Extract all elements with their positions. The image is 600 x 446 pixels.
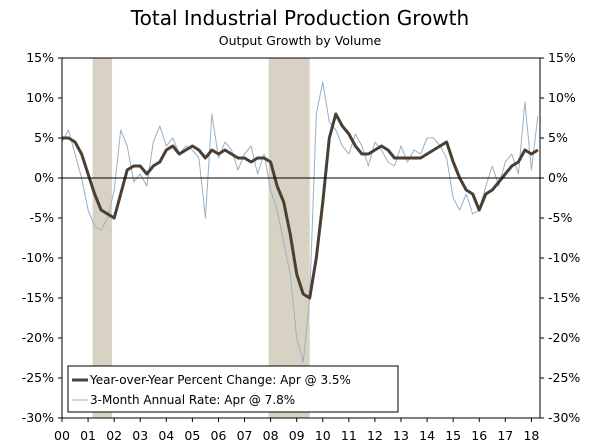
y-tick-label-left: 5% (34, 130, 54, 145)
y-tick-label-left: -15% (22, 290, 54, 305)
y-tick-label-right: -30% (548, 410, 580, 425)
x-tick-label: 11 (341, 428, 357, 443)
y-tick-label-right: 10% (548, 90, 576, 105)
chart-title: Total Industrial Production Growth (130, 6, 470, 30)
series-line-yoy (62, 112, 539, 300)
y-tick-label-right: -25% (548, 370, 580, 385)
x-tick-label: 08 (263, 428, 279, 443)
y-tick-label-right: -20% (548, 330, 580, 345)
y-tick-label-left: -25% (22, 370, 54, 385)
series-line-3m (61, 81, 539, 363)
x-tick-label: 12 (367, 428, 383, 443)
y-tick-label-left: 0% (34, 170, 54, 185)
legend-label-3m: 3-Month Annual Rate: Apr @ 7.8% (90, 393, 295, 407)
plot-frame (61, 57, 541, 419)
y-tick-label-left: 10% (26, 90, 54, 105)
y-tick-label-left: -10% (22, 250, 54, 265)
x-tick-label: 03 (132, 428, 148, 443)
y-tick-label-right: -5% (548, 210, 572, 225)
series-group (61, 81, 539, 363)
recession-band-1 (268, 58, 310, 418)
x-tick-label: 09 (289, 428, 305, 443)
x-tick-label: 13 (393, 428, 409, 443)
y-axis-left: 15% 10% 5% 0% -5% -10% -15% -20% -25% -30% (22, 50, 62, 425)
y-tick-label-left: -20% (22, 330, 54, 345)
x-tick-label: 01 (80, 428, 96, 443)
x-tick-label: 07 (237, 428, 253, 443)
x-tick-label: 00 (54, 428, 70, 443)
recession-band-0 (92, 58, 113, 418)
x-tick-label: 14 (419, 428, 435, 443)
y-tick-label-right: 0% (548, 170, 568, 185)
y-axis-right: 15% 10% 5% 0% -5% -10% -15% -20% -25% -30% (540, 50, 580, 425)
y-tick-label-right: 5% (548, 130, 568, 145)
x-tick-label: 10 (315, 428, 331, 443)
y-tick-label-left: 15% (26, 50, 54, 65)
legend: Year-over-Year Percent Change: Apr @ 3.5… (67, 365, 399, 413)
y-tick-label-right: 15% (548, 50, 576, 65)
x-tick-label: 05 (184, 428, 200, 443)
x-tick-label: 15 (445, 428, 461, 443)
x-tick-label: 04 (158, 428, 174, 443)
chart-subtitle: Output Growth by Volume (218, 33, 382, 48)
x-tick-label: 06 (211, 428, 227, 443)
recession-shading-group (92, 58, 310, 418)
y-tick-label-right: -10% (548, 250, 580, 265)
x-tick-label: 18 (523, 428, 539, 443)
x-axis: 00 01 02 03 04 05 06 07 08 09 10 11 12 13 14 15 16 17 18 (54, 418, 539, 443)
y-tick-label-right: -15% (548, 290, 580, 305)
y-tick-label-left: -5% (30, 210, 54, 225)
x-tick-label: 17 (497, 428, 513, 443)
legend-box (67, 365, 399, 413)
x-tick-label: 02 (106, 428, 122, 443)
y-tick-label-left: -30% (22, 410, 54, 425)
x-tick-label: 16 (471, 428, 487, 443)
legend-label-yoy: Year-over-Year Percent Change: Apr @ 3.5… (89, 373, 351, 387)
